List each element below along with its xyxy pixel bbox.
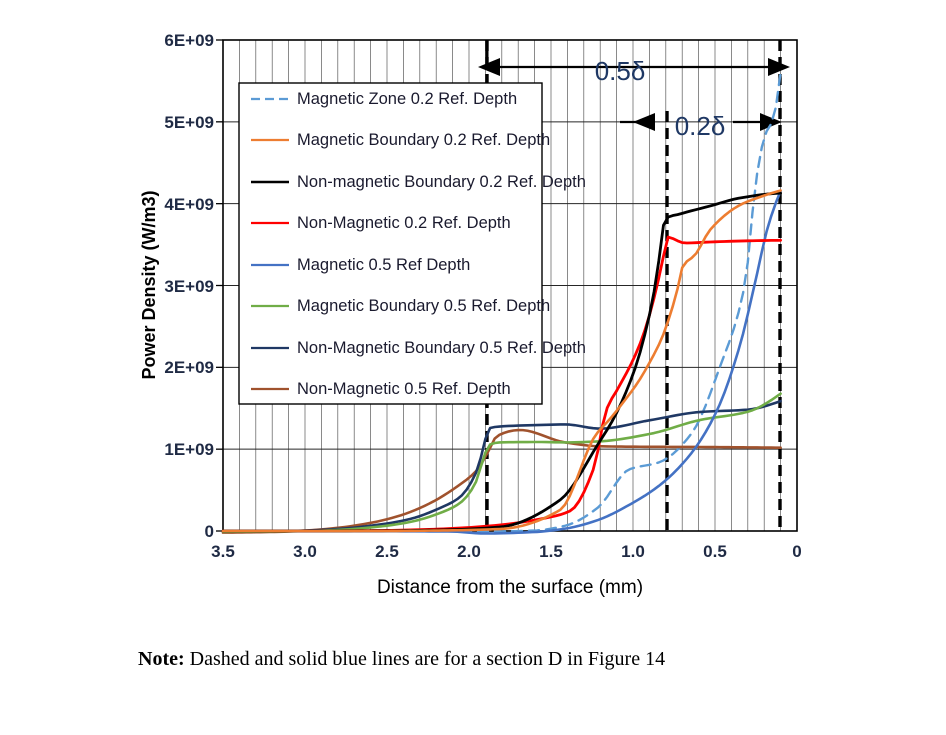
svg-text:2E+09: 2E+09 <box>164 358 214 377</box>
svg-text:0: 0 <box>205 522 214 541</box>
svg-text:Magnetic 0.5 Ref Depth: Magnetic 0.5 Ref Depth <box>297 256 470 274</box>
svg-text:2.5: 2.5 <box>375 542 399 561</box>
svg-text:1.5: 1.5 <box>539 542 563 561</box>
svg-text:5E+09: 5E+09 <box>164 113 214 132</box>
svg-text:6E+09: 6E+09 <box>164 31 214 50</box>
svg-text:3E+09: 3E+09 <box>164 277 214 296</box>
svg-text:0: 0 <box>792 542 801 561</box>
svg-text:Magnetic Boundary 0.5 Ref. Dep: Magnetic Boundary 0.5 Ref. Depth <box>297 297 550 315</box>
svg-text:Distance from the surface (mm): Distance from the surface (mm) <box>377 577 643 598</box>
svg-text:0.2δ: 0.2δ <box>675 111 726 141</box>
svg-text:1E+09: 1E+09 <box>164 440 214 459</box>
svg-text:2.0: 2.0 <box>457 542 481 561</box>
svg-text:Non-Magnetic 0.2 Ref. Depth: Non-Magnetic 0.2 Ref. Depth <box>297 214 511 232</box>
svg-text:3.0: 3.0 <box>293 542 317 561</box>
svg-text:Power Density (W/m3): Power Density (W/m3) <box>139 190 159 379</box>
svg-text:0.5: 0.5 <box>703 542 727 561</box>
svg-text:3.5: 3.5 <box>211 542 235 561</box>
svg-text:4E+09: 4E+09 <box>164 195 214 214</box>
svg-text:0.5δ: 0.5δ <box>595 56 646 86</box>
svg-text:Non-magnetic Boundary 0.2 Ref.: Non-magnetic Boundary 0.2 Ref. Depth <box>297 173 586 191</box>
svg-text:Non-Magnetic 0.5 Ref. Depth: Non-Magnetic 0.5 Ref. Depth <box>297 380 511 398</box>
svg-text:Non-Magnetic Boundary 0.5 Ref.: Non-Magnetic Boundary 0.5 Ref. Depth <box>297 339 586 357</box>
svg-text:Magnetic Boundary 0.2 Ref. Dep: Magnetic Boundary 0.2 Ref. Depth <box>297 131 550 149</box>
svg-text:Magnetic Zone 0.2 Ref. Depth: Magnetic Zone 0.2 Ref. Depth <box>297 90 517 108</box>
svg-text:1.0: 1.0 <box>621 542 645 561</box>
